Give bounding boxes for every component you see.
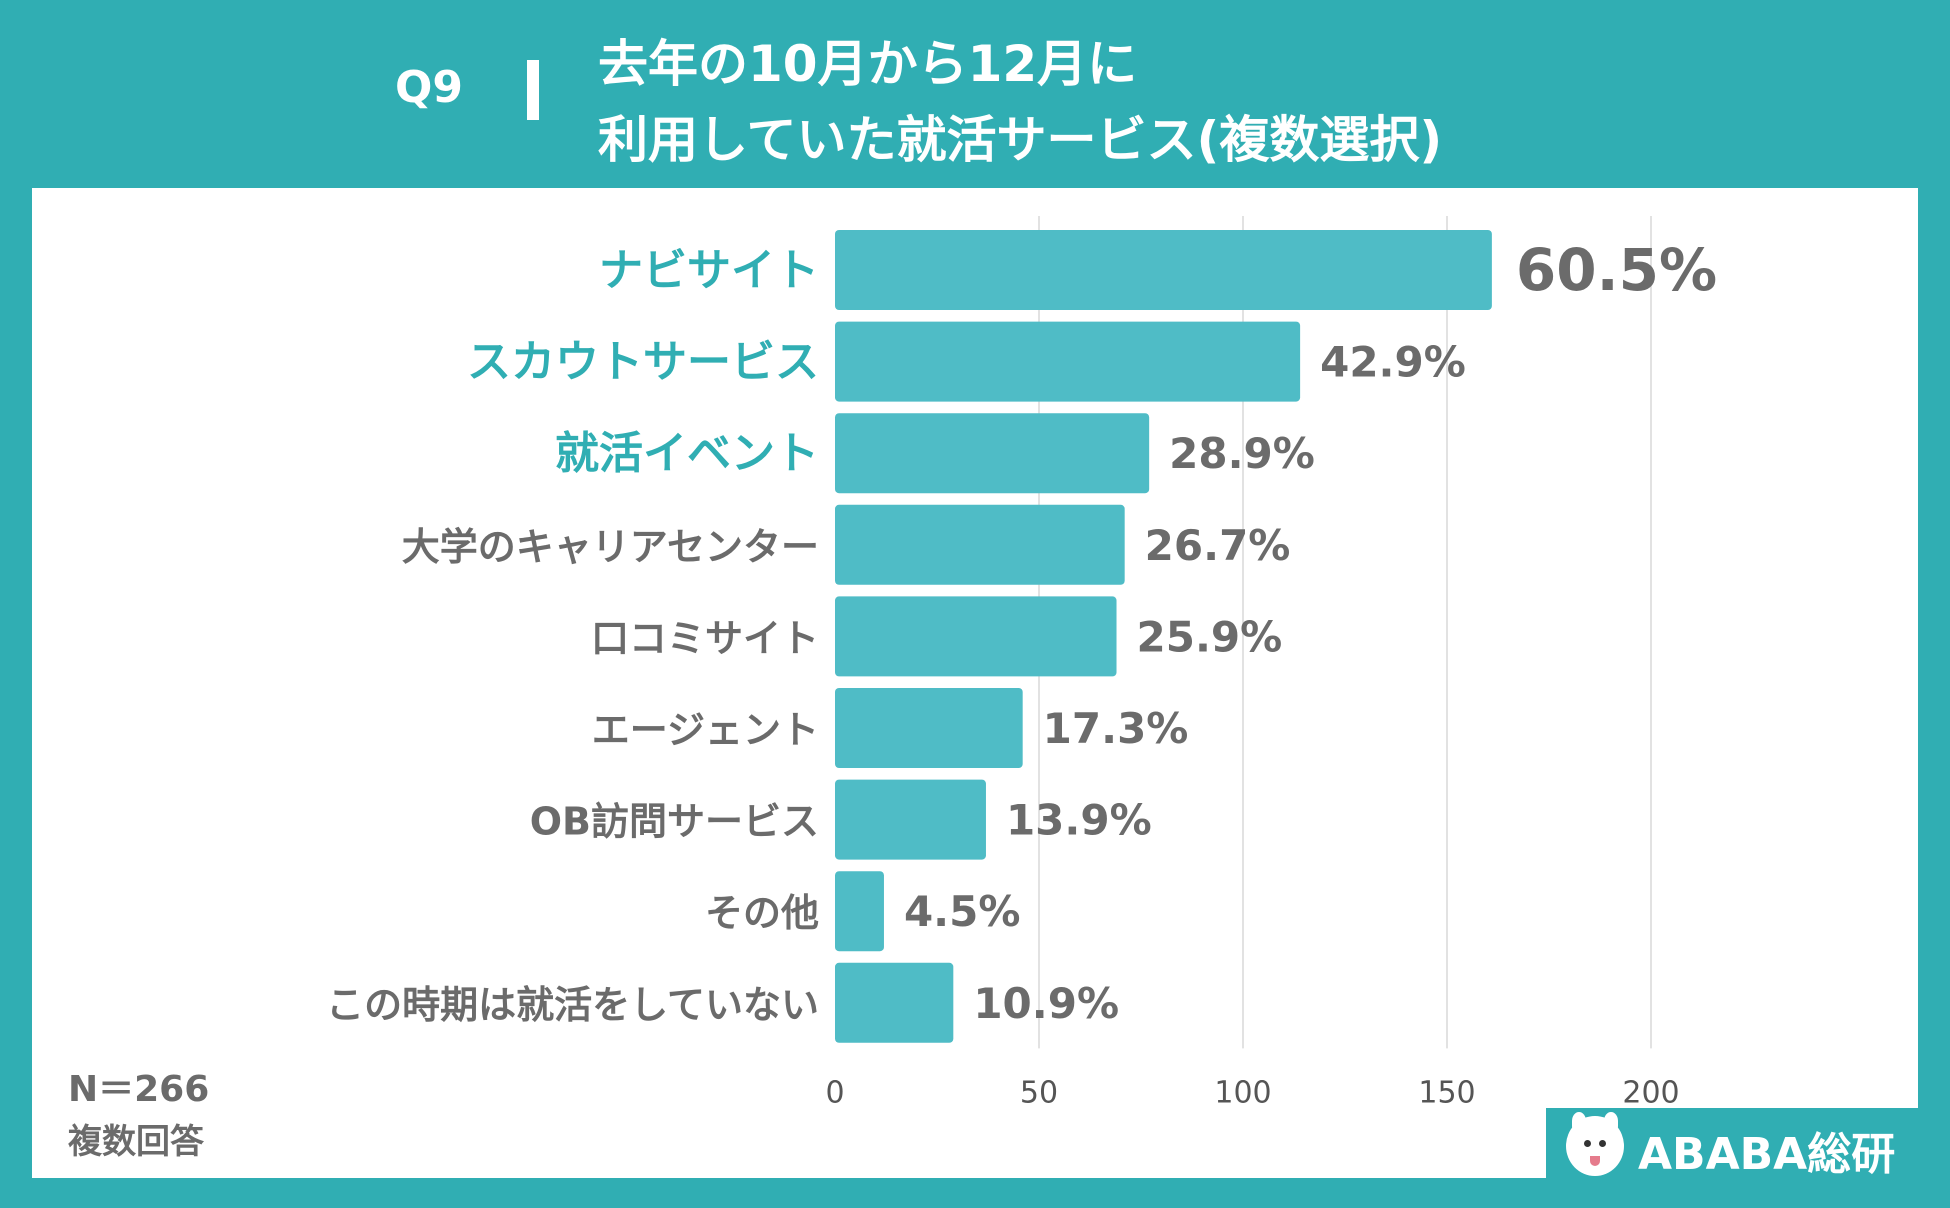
x-tick-label: 150 [1418,1075,1475,1110]
x-tick-label: 0 [825,1075,844,1110]
bar [835,596,1117,677]
alpaca-icon [1566,1112,1624,1176]
x-tick-label: 100 [1214,1075,1271,1110]
category-label: OB訪問サービス [530,800,819,844]
bar [835,779,986,860]
category-label: この時期は就活をしていない [326,983,819,1027]
category-label: ナビサイト [599,245,819,296]
bar [835,321,1301,402]
multiple-answer-note: 複数回答 [68,1122,204,1162]
category-label: その他 [705,891,819,935]
question-number: Q9 [395,62,464,113]
header: Q9 去年の10月から12月に 利用していた就活サービス(複数選択) [0,0,1950,188]
chart-title-line-1: 去年の10月から12月に [598,35,1138,93]
chart-title-line-2: 利用していた就活サービス(複数選択) [598,111,1443,169]
category-label: 口コミサイト [591,616,819,660]
category-label: エージェント [592,708,819,752]
sample-size: N＝266 [68,1069,210,1110]
value-label: 42.9% [1320,338,1466,387]
category-label: 就活イベント [555,428,819,479]
value-label: 17.3% [1043,704,1189,753]
category-label: スカウトサービス [467,337,819,388]
bar [835,230,1492,310]
bar [835,688,1023,768]
value-label: 28.9% [1169,429,1315,478]
bar [835,413,1150,494]
value-label: 60.5% [1516,236,1717,304]
value-label: 25.9% [1137,612,1283,661]
value-label: 4.5% [904,887,1020,936]
logo-text: ABABA総研 [1638,1129,1896,1180]
x-tick-label: 200 [1622,1075,1679,1110]
value-label: 13.9% [1006,796,1152,845]
bar [835,504,1125,585]
chart-panel: 0 50 100 150 200 ナビサイト 60.5% スカウトサービス 42.9% 就活イベン… [32,188,1918,1178]
value-label: 26.7% [1145,521,1291,570]
header-divider [527,60,539,120]
ababa-logo: ABABA総研 [1546,1108,1918,1184]
bar [835,962,954,1043]
x-tick-label: 50 [1020,1075,1058,1110]
bar-chart: 0 50 100 150 200 ナビサイト 60.5% スカウトサービス 42.9% 就活イベン… [326,216,1717,1110]
bar [835,871,884,952]
value-label: 10.9% [973,979,1119,1028]
category-label: 大学のキャリアセンター [402,525,819,569]
